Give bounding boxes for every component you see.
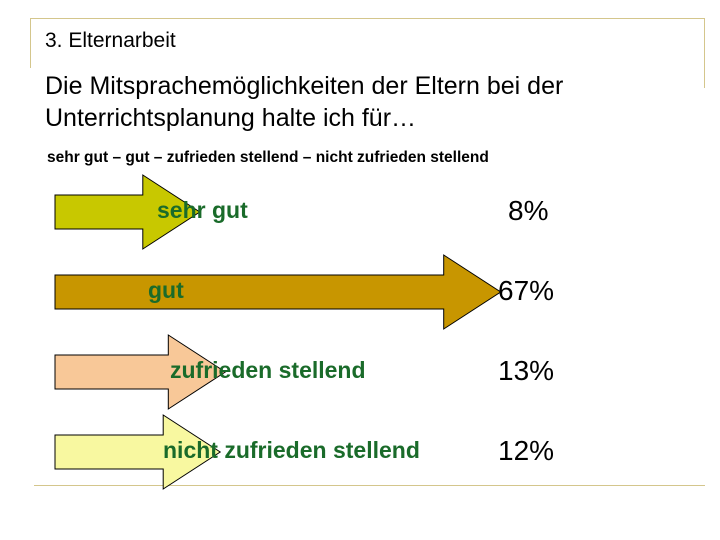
scale-text: sehr gut – gut – zufrieden stellend – ni… [47, 149, 489, 166]
arrow-sehr-gut [54, 174, 201, 250]
category-label: gut [148, 277, 184, 303]
category-label: sehr gut [157, 197, 248, 223]
section-title: 3. Elternarbeit [45, 29, 176, 52]
percent-value: 67% [498, 275, 555, 306]
percent-value: 8% [508, 195, 549, 226]
category-label: nicht zufrieden stellend [163, 437, 420, 463]
bottom-rule [34, 485, 705, 486]
percent-value: 13% [498, 355, 555, 386]
percent-value: 12% [498, 435, 555, 466]
question-text: Die Mitsprachemöglichkeiten der Eltern b… [45, 72, 564, 132]
top-rule [30, 18, 705, 19]
category-label: zufrieden stellend [170, 357, 366, 383]
arrow-gut [54, 254, 502, 330]
arrow-zufrieden-stellend [54, 334, 227, 410]
right-rule [704, 18, 705, 88]
left-rule [30, 18, 31, 68]
arrow-nicht-zufrieden-stellend [54, 414, 222, 490]
